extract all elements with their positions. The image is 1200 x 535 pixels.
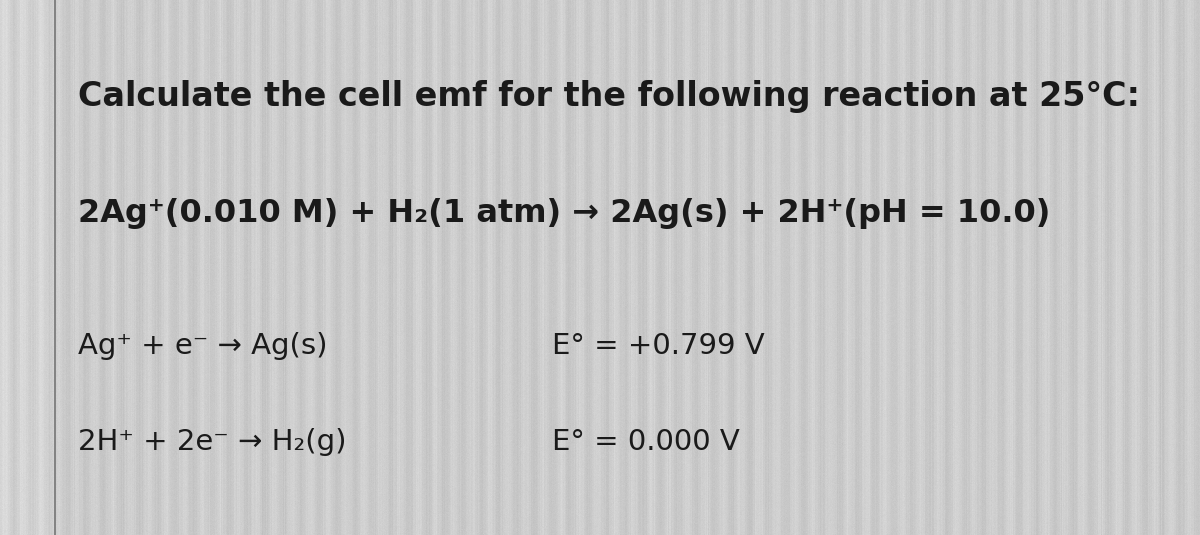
- Text: E° = +0.799 V: E° = +0.799 V: [552, 332, 764, 360]
- Text: Calculate the cell emf for the following reaction at 25°C:: Calculate the cell emf for the following…: [78, 80, 1140, 113]
- Text: Ag⁺ + e⁻ → Ag(s): Ag⁺ + e⁻ → Ag(s): [78, 332, 328, 360]
- Text: E° = 0.000 V: E° = 0.000 V: [552, 428, 739, 456]
- Text: 2H⁺ + 2e⁻ → H₂(g): 2H⁺ + 2e⁻ → H₂(g): [78, 428, 347, 456]
- Text: 2Ag⁺(0.010 M) + H₂(1 atm) → 2Ag(s) + 2H⁺(pH = 10.0): 2Ag⁺(0.010 M) + H₂(1 atm) → 2Ag(s) + 2H⁺…: [78, 198, 1050, 229]
